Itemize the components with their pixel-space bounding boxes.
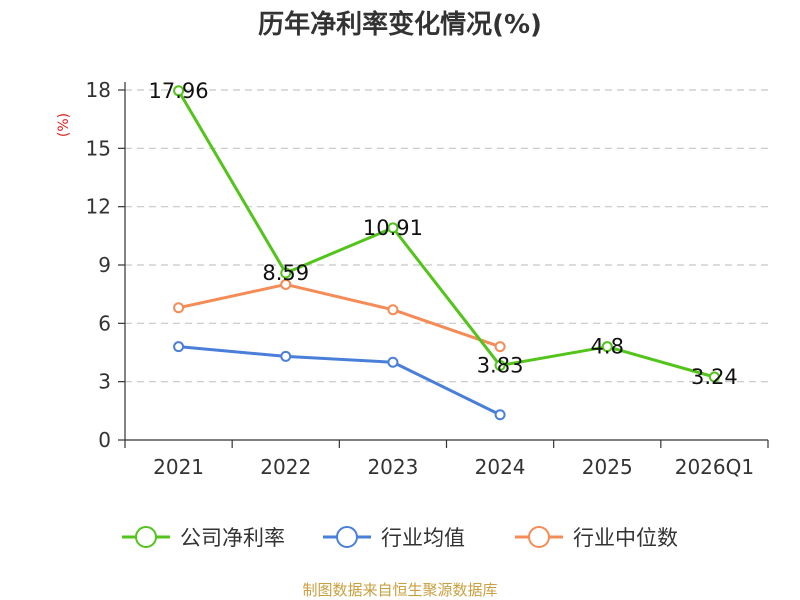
data-label: 3.83 <box>477 354 524 378</box>
data-point <box>494 409 506 421</box>
chart-title: 历年净利率变化情况(%) <box>258 9 542 40</box>
x-tick-label: 2022 <box>260 455 311 479</box>
x-tick-label: 2026Q1 <box>675 455 754 479</box>
legend-marker <box>135 526 157 548</box>
x-tick-label: 2021 <box>153 455 204 479</box>
y-tick-label: 0 <box>98 428 111 452</box>
legend-label: 行业中位数 <box>573 526 678 550</box>
legend-marker <box>528 526 550 548</box>
series-line <box>177 90 715 379</box>
data-point <box>601 341 613 353</box>
legend-marker <box>336 526 358 548</box>
data-label: 3.24 <box>691 365 738 389</box>
data-point <box>387 222 399 234</box>
series-line <box>178 345 501 417</box>
legend-item-2: 行业中位数 <box>515 526 678 550</box>
legend-label: 行业均值 <box>381 526 465 550</box>
x-tick-label: 2024 <box>475 455 526 479</box>
legend-item-0: 公司净利率 <box>122 526 285 550</box>
data-point <box>387 356 399 368</box>
x-tick-label: 2023 <box>367 455 418 479</box>
data-point <box>173 302 185 314</box>
data-point <box>280 278 292 290</box>
data-point <box>708 371 720 383</box>
data-point <box>494 341 506 353</box>
data-label: 8.59 <box>262 261 309 285</box>
data-labels: 17.96 8.59 10.91 3.83 4.8 3.24 <box>149 79 738 389</box>
y-tick-label: 6 <box>98 311 111 335</box>
y-tick-label: 12 <box>86 195 111 219</box>
x-tick-label: 2025 <box>582 455 633 479</box>
series-line <box>178 282 501 349</box>
data-label: 17.96 <box>149 79 209 103</box>
data-point <box>387 304 399 316</box>
data-point <box>494 360 506 372</box>
series-1 <box>173 341 506 421</box>
legend-item-1: 行业均值 <box>323 526 465 550</box>
y-tick-label: 3 <box>98 370 111 394</box>
y-tick-label: 18 <box>86 78 111 102</box>
y-tick-label: 9 <box>98 253 111 277</box>
y-axis-label: (%) <box>56 113 72 137</box>
data-label: 10.91 <box>363 216 423 240</box>
grid-lines <box>125 89 768 383</box>
data-point <box>280 267 292 279</box>
legend: 公司净利率 行业均值 行业中位数 <box>122 526 678 550</box>
legend-label: 公司净利率 <box>180 526 285 550</box>
y-tick-label: 15 <box>86 136 111 160</box>
series-0 <box>173 85 720 383</box>
axes: 0 3 6 9 12 15 18 2021 2022 2023 2024 2025 2026Q1 <box>86 78 769 479</box>
data-point <box>173 85 185 97</box>
data-point <box>173 341 185 353</box>
source-note: 制图数据来自恒生聚源数据库 <box>302 581 497 599</box>
series-lines <box>173 85 720 421</box>
series-2 <box>173 278 506 353</box>
data-label: 4.8 <box>591 335 624 359</box>
data-point <box>280 350 292 362</box>
